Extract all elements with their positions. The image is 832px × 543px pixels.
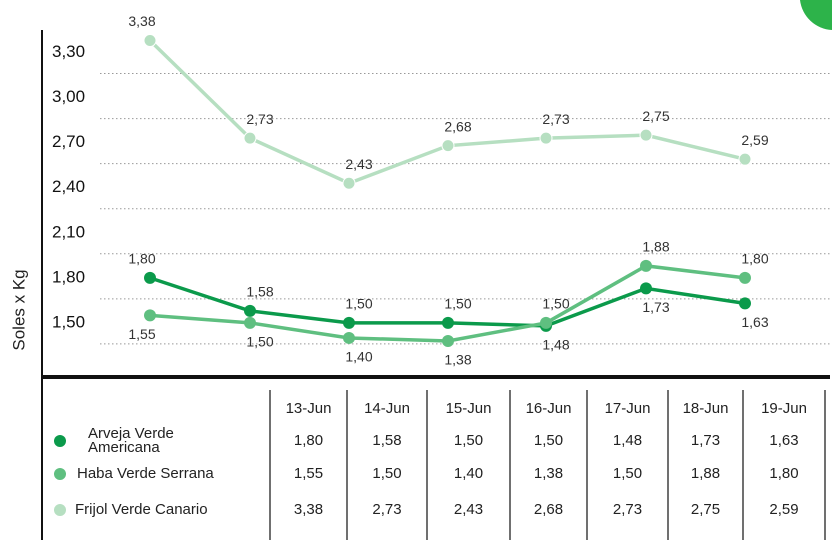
point — [244, 304, 256, 317]
table-cell: 2,73 — [613, 501, 642, 518]
table-cell: 1,50 — [613, 465, 642, 482]
point — [738, 152, 752, 166]
point — [144, 271, 156, 284]
point — [442, 334, 454, 347]
point — [343, 331, 355, 344]
point — [343, 316, 355, 329]
table-cell: 1,50 — [372, 465, 401, 482]
legend-marker — [54, 468, 66, 480]
table-cell: 1,50 — [454, 432, 483, 449]
data-label: 1,80 — [128, 251, 155, 267]
table-cell: 1,80 — [769, 465, 798, 482]
data-label: 2,59 — [741, 132, 768, 148]
point — [143, 34, 157, 48]
point — [441, 139, 455, 153]
data-label: 1,38 — [444, 352, 471, 368]
table-cell: 2,68 — [534, 501, 563, 518]
table-header: 13-Jun — [286, 400, 332, 417]
point — [640, 282, 652, 295]
table-cell: 2,75 — [691, 501, 720, 518]
y-tick-label: 3,00 — [52, 87, 85, 106]
table-cell: 1,48 — [613, 432, 642, 449]
corner-badge — [800, 0, 832, 30]
table-cell: 2,73 — [372, 501, 401, 518]
table-header: 18-Jun — [683, 400, 729, 417]
data-label: 1,40 — [345, 349, 372, 365]
y-tick-label: 1,80 — [52, 267, 85, 286]
table-cell: 1,58 — [372, 432, 401, 449]
data-label: 1,50 — [542, 296, 569, 312]
point — [540, 316, 552, 329]
y-tick-label: 2,70 — [52, 132, 85, 151]
data-label: 1,50 — [444, 296, 471, 312]
table-header: 16-Jun — [526, 400, 572, 417]
point — [539, 131, 553, 145]
table-cell: 1,63 — [769, 432, 798, 449]
table-cell: 1,88 — [691, 465, 720, 482]
table-header: 17-Jun — [605, 400, 651, 417]
table-cell: 2,59 — [769, 501, 798, 518]
table-cell: 1,80 — [294, 432, 323, 449]
table-cell: 1,38 — [534, 465, 563, 482]
data-label: 1,58 — [246, 284, 273, 300]
point — [640, 259, 652, 272]
table-cell: 2,43 — [454, 501, 483, 518]
legend-marker — [54, 504, 66, 516]
data-label: 2,73 — [246, 111, 273, 127]
legend-label: Haba Verde Serrana — [77, 465, 214, 482]
data-label: 2,68 — [444, 118, 471, 134]
data-label: 3,38 — [128, 13, 155, 29]
legend-label: Frijol Verde Canario — [75, 501, 208, 518]
table-cell: 3,38 — [294, 501, 323, 518]
point — [144, 309, 156, 322]
data-label: 2,75 — [642, 108, 669, 124]
point — [342, 176, 356, 190]
y-tick-label: 3,30 — [52, 42, 85, 61]
table-cell: 1,73 — [691, 432, 720, 449]
data-label: 1,63 — [741, 314, 768, 330]
y-axis-label: Soles x Kg — [9, 269, 28, 350]
data-label: 1,50 — [345, 296, 372, 312]
data-label: 1,73 — [642, 299, 669, 315]
table-header: 19-Jun — [761, 400, 807, 417]
legend-marker — [54, 435, 66, 447]
data-label: 1,80 — [741, 251, 768, 267]
data-label: 2,73 — [542, 111, 569, 127]
data-label: 1,88 — [642, 239, 669, 255]
data-label: 2,43 — [345, 156, 372, 172]
table-cell: 1,50 — [534, 432, 563, 449]
point — [639, 128, 653, 142]
y-tick-label: 2,10 — [52, 222, 85, 241]
point — [739, 297, 751, 310]
table-header: 14-Jun — [364, 400, 410, 417]
point — [739, 271, 751, 284]
y-tick-label: 1,50 — [52, 312, 85, 331]
table-header: 15-Jun — [446, 400, 492, 417]
legend-label: Arveja Verde Americana — [88, 425, 178, 456]
point — [243, 131, 257, 145]
data-label: 1,50 — [246, 334, 273, 350]
point — [442, 316, 454, 329]
table-cell: 1,40 — [454, 465, 483, 482]
table-cell: 1,55 — [294, 465, 323, 482]
point — [244, 316, 256, 329]
data-label: 1,48 — [542, 337, 569, 353]
y-tick-label: 2,40 — [52, 177, 85, 196]
data-label: 1,55 — [128, 326, 155, 342]
